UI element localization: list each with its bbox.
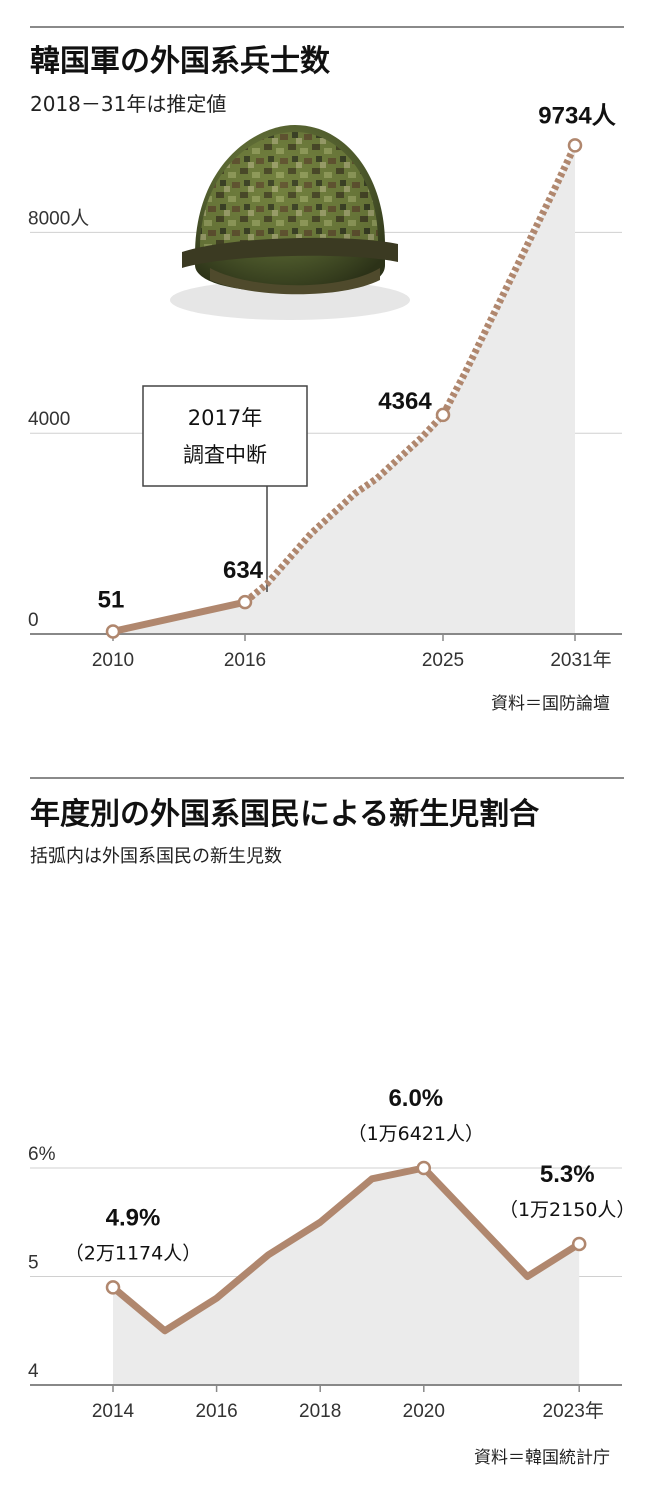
data-point-marker bbox=[567, 138, 583, 153]
y-tick-label: 5 bbox=[28, 1253, 39, 1274]
x-tick-label: 2014 bbox=[92, 1401, 135, 1422]
x-tick-label: 2025 bbox=[422, 650, 464, 671]
chart1-series bbox=[109, 143, 579, 635]
chart2-subtitle: 括弧内は外国系国民の新生児数 bbox=[30, 846, 282, 867]
data-label: 4.9% bbox=[106, 1204, 161, 1231]
data-point-marker bbox=[237, 594, 253, 610]
y-tick-label: 6% bbox=[28, 1144, 56, 1165]
data-point-marker bbox=[416, 1160, 432, 1176]
chart2-markers bbox=[105, 1160, 587, 1295]
chart2-series bbox=[109, 1164, 583, 1335]
data-sublabel: （1万2150人） bbox=[499, 1199, 635, 1221]
annotation-line2: 調査中断 bbox=[183, 443, 267, 467]
data-point-marker bbox=[105, 1280, 121, 1295]
y-tick-label: 8000人 bbox=[28, 207, 89, 229]
chart2-data-labels: 4.9% （2万1174人） 6.0% （1万6421人） 5.3% （1万2150人） bbox=[65, 1085, 636, 1264]
series-line-solid bbox=[109, 1164, 583, 1335]
top-rule-1 bbox=[30, 26, 624, 28]
x-tick-label: 2016 bbox=[195, 1401, 237, 1422]
chart1-source: 資料＝国防論壇 bbox=[491, 694, 610, 714]
data-point-marker bbox=[571, 1236, 587, 1252]
y-tick-label: 4 bbox=[28, 1361, 39, 1382]
chart1-title: 韓国軍の外国系兵士数 bbox=[30, 44, 330, 79]
chart2-source: 資料＝韓国統計庁 bbox=[474, 1448, 610, 1468]
helmet-illustration bbox=[170, 125, 410, 320]
data-label: 6.0% bbox=[388, 1085, 443, 1112]
x-tick-label: 2031年 bbox=[550, 649, 611, 671]
data-point-marker bbox=[105, 624, 121, 639]
x-tick-label: 2023年 bbox=[543, 1400, 604, 1422]
y-tick-label: 4000 bbox=[28, 409, 70, 430]
data-label: 9734人 bbox=[538, 102, 615, 129]
data-label: 634 bbox=[223, 557, 264, 584]
series-line-dotted bbox=[242, 143, 579, 605]
newborn-ratio-line-chart: 4 5 6% 2014 2016 2018 2020 2023年 4.9% （2万1174人）… bbox=[28, 1085, 636, 1422]
chart1-markers bbox=[105, 138, 583, 639]
series-line-solid bbox=[109, 598, 249, 635]
annotation-line1: 2017年 bbox=[188, 406, 262, 430]
y-tick-label: 0 bbox=[28, 610, 39, 631]
chart2-axis: 2014 2016 2018 2020 2023年 bbox=[30, 1384, 622, 1422]
data-point-marker bbox=[435, 407, 451, 423]
chart1-subtitle: 2018－31年は推定値 bbox=[30, 92, 227, 116]
x-tick-label: 2016 bbox=[224, 650, 266, 671]
top-rule-2 bbox=[30, 777, 624, 779]
data-label: 51 bbox=[98, 586, 125, 613]
chart1-axis: 2010 2016 2025 2031年 bbox=[30, 633, 622, 671]
chart2-area bbox=[113, 1168, 580, 1385]
data-label: 5.3% bbox=[540, 1161, 595, 1188]
data-label: 4364 bbox=[378, 388, 432, 415]
chart1-area bbox=[113, 145, 575, 634]
chart2-title: 年度別の外国系国民による新生児割合 bbox=[30, 797, 540, 832]
survey-suspended-annotation: 2017年 調査中断 bbox=[142, 385, 308, 592]
area-fill bbox=[113, 145, 575, 634]
x-tick-label: 2010 bbox=[92, 650, 134, 671]
x-tick-label: 2020 bbox=[403, 1401, 445, 1422]
data-sublabel: （1万6421人） bbox=[348, 1123, 484, 1145]
area-fill bbox=[113, 1168, 580, 1385]
x-tick-label: 2018 bbox=[299, 1401, 341, 1422]
data-sublabel: （2万1174人） bbox=[65, 1242, 201, 1264]
chart1-data-labels: 51 634 4364 9734人 bbox=[98, 102, 616, 613]
